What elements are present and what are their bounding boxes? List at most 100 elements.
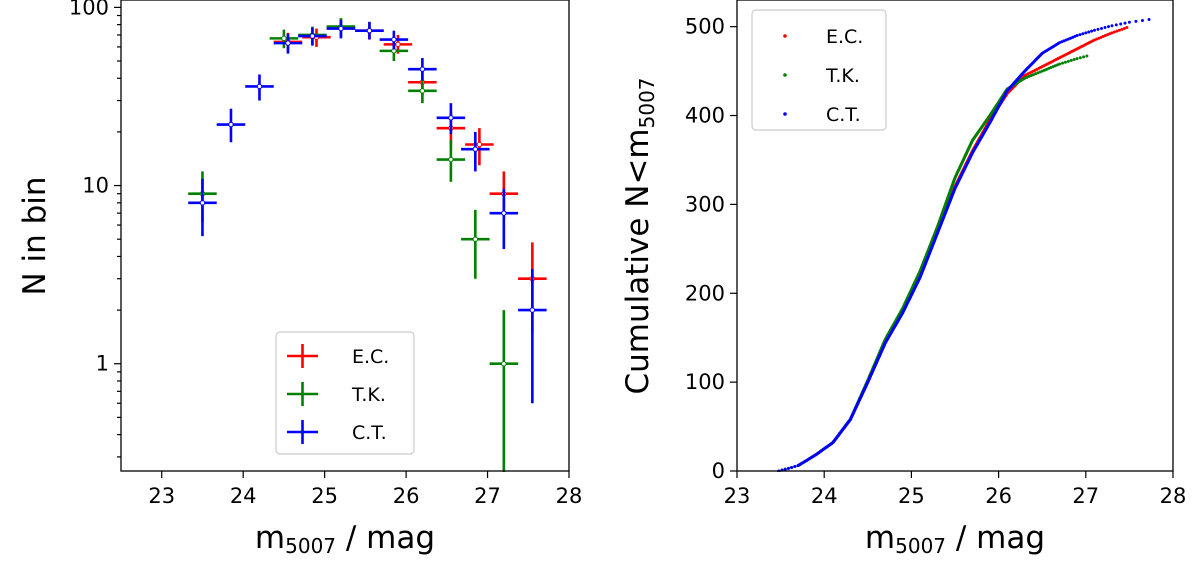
right-y-ticks: 0 100 200 300 400 500 [685, 15, 737, 483]
cumulative-point-c-t [1134, 19, 1138, 23]
legend-label-t-k: T.K. [351, 384, 386, 406]
data-point-c-t [419, 66, 426, 72]
cumulative-point-c-t [1147, 18, 1151, 22]
cumulative-point-e-c [1125, 26, 1129, 30]
legend-label-c-t: C.T. [826, 104, 861, 126]
cumulative-point-t-k [1085, 54, 1089, 58]
left-y-tick-label-100: 100 [69, 0, 109, 19]
right-x-tick-label-28: 28 [1160, 484, 1187, 508]
cumulative-point-c-t [783, 467, 787, 471]
legend-entry-e-c: E.C. [783, 26, 863, 48]
legend-label-c-t: C.T. [352, 422, 387, 444]
right-legend-box [751, 9, 887, 131]
right-y-tick-label-100: 100 [685, 370, 725, 394]
cumulative-point-t-k [1075, 57, 1079, 61]
series-e-c [273, 19, 547, 333]
series-c-t [188, 19, 547, 404]
data-point-t-k [472, 236, 479, 242]
data-point-t-k [448, 156, 454, 163]
data-point-c-t [472, 146, 479, 152]
cumulative-point-c-t [1081, 32, 1085, 36]
data-point-c-t [199, 200, 206, 206]
cumulative-point-c-t [1140, 18, 1144, 22]
right-y-tick-label-200: 200 [685, 281, 725, 305]
data-point-c-t [228, 121, 234, 128]
cumulative-point-c-t [1119, 22, 1123, 26]
cumulative-point-e-c [1120, 27, 1124, 31]
cumulative-point-c-t [1099, 26, 1103, 30]
cumulative-point-c-t [793, 465, 797, 469]
cumulative-point-t-k [1078, 56, 1082, 60]
legend-marker-e-c [783, 34, 787, 38]
cumulative-point-c-t [1078, 33, 1082, 37]
right-y-axis-label: Cumulative N<m5007 [620, 77, 659, 394]
legend-entry-c-t: C.T. [287, 420, 387, 444]
legend-entry-c-t: C.T. [783, 104, 861, 126]
cumulative-point-c-t [1096, 27, 1100, 31]
left-y-axis-label: N in bin [17, 176, 53, 295]
cumulative-point-t-k [1058, 62, 1062, 66]
cumulative-point-e-c [1112, 30, 1116, 34]
legend-entry-t-k: T.K. [783, 65, 860, 87]
right-x-tick-label-24: 24 [811, 484, 838, 508]
left-x-tick-label-28: 28 [556, 484, 583, 508]
data-point-e-c [476, 141, 483, 148]
legend-entry-e-c: E.C. [287, 344, 389, 368]
right-x-tick-label-27: 27 [1072, 484, 1099, 508]
data-point-t-k [419, 88, 426, 94]
left-y-ticks: 1 10 100 [69, 0, 121, 458]
cumulative-point-c-t [1114, 23, 1118, 27]
data-point-e-c [395, 41, 401, 48]
right-y-tick-label-300: 300 [685, 192, 725, 216]
left-y-tick-label-10: 10 [82, 174, 109, 198]
data-point-t-k [501, 361, 507, 367]
cumulative-point-c-t [1123, 21, 1127, 25]
legend-label-t-k: T.K. [825, 65, 860, 87]
left-x-tick-label-23: 23 [148, 484, 175, 508]
cumulative-point-c-t [1090, 29, 1094, 33]
cumulative-point-e-c [1117, 28, 1121, 32]
right-y-tick-label-0: 0 [712, 459, 725, 483]
left-x-tick-label-26: 26 [393, 484, 420, 508]
cumulative-point-t-k [1061, 61, 1065, 65]
legend-marker-c-t [783, 112, 787, 116]
legend-marker-t-k [783, 73, 787, 77]
series-c-t [777, 18, 1151, 472]
cumulative-point-e-c [1110, 31, 1114, 35]
cumulative-point-c-t [1110, 24, 1114, 28]
cumulative-point-c-t [1106, 25, 1110, 29]
cumulative-point-c-t [1103, 26, 1107, 30]
left-panel: 23 24 25 26 27 28 1 10 100 m5007 / mag N in bin… [17, 0, 582, 558]
data-point-c-t [366, 27, 373, 34]
left-errorbar-marks [188, 18, 547, 472]
right-axes-frame [736, 0, 1174, 472]
left-axes-frame [120, 0, 570, 472]
cumulative-point-t-k [1063, 60, 1067, 64]
left-legend-box [275, 331, 415, 455]
data-point-c-t [391, 36, 397, 43]
right-x-axis-label: m5007 / mag [865, 520, 1045, 558]
data-point-c-t [448, 115, 454, 121]
right-x-tick-label-26: 26 [985, 484, 1012, 508]
right-y-tick-label-500: 500 [685, 15, 725, 39]
right-x-tick-label-23: 23 [724, 484, 751, 508]
data-point-c-t [529, 307, 536, 313]
cumulative-point-t-k [1072, 58, 1076, 62]
left-legend: E.C. T.K. C.T. [275, 331, 415, 455]
cumulative-point-c-t [1093, 28, 1097, 32]
right-y-tick-label-400: 400 [685, 104, 725, 128]
left-x-tick-label-24: 24 [230, 484, 257, 508]
cumulative-point-t-k [1066, 59, 1070, 63]
legend-label-e-c: E.C. [826, 26, 863, 48]
left-x-ticks: 23 24 25 26 27 28 [148, 471, 582, 508]
left-y-tick-label-1: 1 [96, 352, 109, 376]
cumulative-point-e-c [1115, 29, 1119, 33]
data-point-c-t [285, 40, 291, 46]
legend-label-e-c: E.C. [352, 346, 389, 368]
legend-entry-t-k: T.K. [287, 382, 386, 406]
data-point-c-t [501, 210, 507, 216]
right-x-tick-label-25: 25 [898, 484, 925, 508]
right-legend: E.C. T.K. C.T. [751, 9, 887, 131]
data-point-t-k [281, 35, 287, 42]
